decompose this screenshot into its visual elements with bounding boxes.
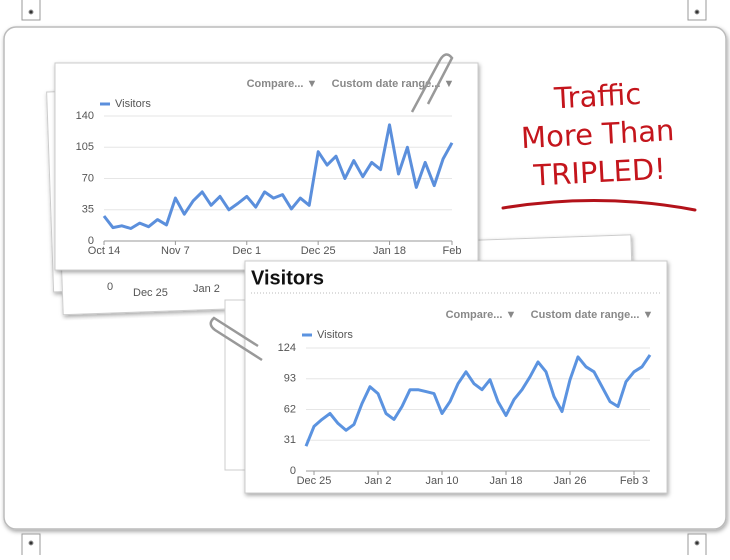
x-tick-label: Dec 1 xyxy=(232,245,261,257)
y-tick-label: 31 xyxy=(284,434,296,446)
x-tick-label: Jan 18 xyxy=(489,475,522,487)
annotation-line: TRIPLED! xyxy=(532,152,667,193)
control-button: Custom date range... ▼ xyxy=(531,309,654,321)
x-tick-label: Jan 10 xyxy=(425,475,458,487)
annotation-line: More Than xyxy=(520,113,675,155)
bg-label: Jan 2 xyxy=(193,283,220,295)
paperclip xyxy=(209,316,263,362)
series-line xyxy=(102,123,454,230)
y-tick-label: 93 xyxy=(284,373,296,385)
y-tick-label: 105 xyxy=(76,141,94,153)
y-tick-label: 140 xyxy=(76,110,94,122)
x-tick-label: Nov 7 xyxy=(161,245,190,257)
control-button: Compare... ▼ xyxy=(247,78,318,90)
chart-title: Visitors xyxy=(251,267,324,289)
x-tick-label: Dec 25 xyxy=(297,475,332,487)
x-tick-label: Jan 26 xyxy=(553,475,586,487)
x-tick-label: Dec 25 xyxy=(301,245,336,257)
y-tick-label: 62 xyxy=(284,403,296,415)
x-tick-label: Jan 2 xyxy=(365,475,392,487)
legend-label: Visitors xyxy=(317,329,353,341)
bg-label: 0 xyxy=(107,281,113,293)
y-tick-label: 35 xyxy=(82,204,94,216)
x-tick-label: Oct 14 xyxy=(88,245,120,257)
chart-card xyxy=(244,260,668,494)
bg-label: Dec 25 xyxy=(133,287,168,299)
legend-label: Visitors xyxy=(115,98,151,110)
y-tick-label: 0 xyxy=(290,465,296,477)
series-line xyxy=(304,354,652,447)
x-tick-label: Feb xyxy=(443,245,462,257)
paperclip xyxy=(410,53,454,113)
chart-card xyxy=(54,62,479,271)
y-tick-label: 0 xyxy=(88,235,94,247)
annotation: Traffic More Than TRIPLED! xyxy=(520,77,675,193)
corner-tabs xyxy=(21,0,707,555)
x-tick-label: Jan 18 xyxy=(373,245,406,257)
annotation-line: Traffic xyxy=(552,77,642,116)
control-button: Custom date range... ▼ xyxy=(332,78,455,90)
y-tick-label: 124 xyxy=(278,342,296,354)
underline xyxy=(501,199,697,212)
y-tick-label: 70 xyxy=(82,172,94,184)
control-button: Compare... ▼ xyxy=(446,309,517,321)
x-tick-label: Feb 3 xyxy=(620,475,648,487)
